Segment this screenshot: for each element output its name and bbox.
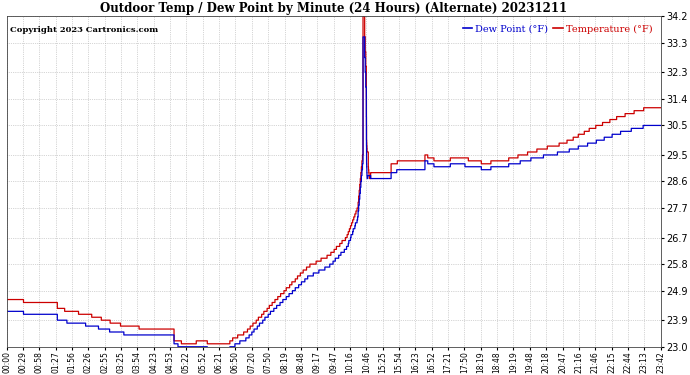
Title: Outdoor Temp / Dew Point by Minute (24 Hours) (Alternate) 20231211: Outdoor Temp / Dew Point by Minute (24 H… [100,2,567,15]
Legend: Dew Point (°F), Temperature (°F): Dew Point (°F), Temperature (°F) [463,24,653,33]
Text: Copyright 2023 Cartronics.com: Copyright 2023 Cartronics.com [10,26,158,34]
